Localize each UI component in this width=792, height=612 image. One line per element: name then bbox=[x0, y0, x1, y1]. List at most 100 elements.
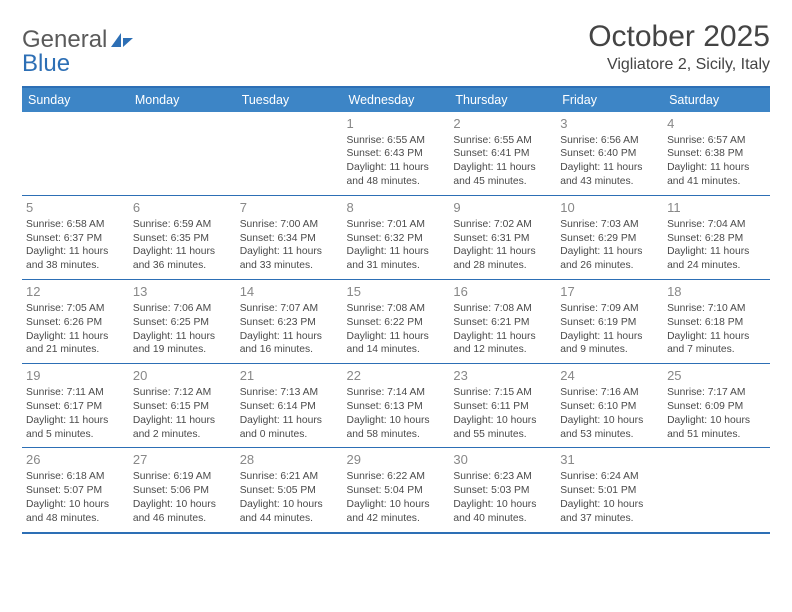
sunset-text: Sunset: 6:18 PM bbox=[667, 316, 766, 330]
calendar-day-cell: 3Sunrise: 6:56 AMSunset: 6:40 PMDaylight… bbox=[556, 112, 663, 196]
daylight-text: Daylight: 10 hours and 44 minutes. bbox=[240, 498, 339, 526]
day-details: Sunrise: 7:13 AMSunset: 6:14 PMDaylight:… bbox=[240, 386, 339, 442]
sunset-text: Sunset: 6:34 PM bbox=[240, 232, 339, 246]
sunrise-text: Sunrise: 7:12 AM bbox=[133, 386, 232, 400]
sunrise-text: Sunrise: 7:02 AM bbox=[453, 218, 552, 232]
daylight-text: Daylight: 11 hours and 0 minutes. bbox=[240, 414, 339, 442]
sunrise-text: Sunrise: 7:10 AM bbox=[667, 302, 766, 316]
sunset-text: Sunset: 6:15 PM bbox=[133, 400, 232, 414]
sunrise-text: Sunrise: 6:21 AM bbox=[240, 470, 339, 484]
day-details: Sunrise: 6:18 AMSunset: 5:07 PMDaylight:… bbox=[26, 470, 125, 526]
sunrise-text: Sunrise: 7:17 AM bbox=[667, 386, 766, 400]
daylight-text: Daylight: 11 hours and 48 minutes. bbox=[347, 161, 446, 189]
day-number: 18 bbox=[667, 283, 766, 301]
sunset-text: Sunset: 6:41 PM bbox=[453, 147, 552, 161]
sunset-text: Sunset: 6:22 PM bbox=[347, 316, 446, 330]
day-details: Sunrise: 7:09 AMSunset: 6:19 PMDaylight:… bbox=[560, 302, 659, 358]
day-details: Sunrise: 7:14 AMSunset: 6:13 PMDaylight:… bbox=[347, 386, 446, 442]
sunrise-text: Sunrise: 7:14 AM bbox=[347, 386, 446, 400]
day-details: Sunrise: 6:55 AMSunset: 6:41 PMDaylight:… bbox=[453, 134, 552, 190]
day-number: 23 bbox=[453, 367, 552, 385]
day-details: Sunrise: 6:22 AMSunset: 5:04 PMDaylight:… bbox=[347, 470, 446, 526]
calendar-day-cell: 27Sunrise: 6:19 AMSunset: 5:06 PMDayligh… bbox=[129, 448, 236, 532]
title-block: October 2025 Vigliatore 2, Sicily, Italy bbox=[588, 20, 770, 74]
location-text: Vigliatore 2, Sicily, Italy bbox=[588, 56, 770, 74]
sunset-text: Sunset: 6:11 PM bbox=[453, 400, 552, 414]
day-details: Sunrise: 7:08 AMSunset: 6:22 PMDaylight:… bbox=[347, 302, 446, 358]
day-details: Sunrise: 6:57 AMSunset: 6:38 PMDaylight:… bbox=[667, 134, 766, 190]
day-number: 19 bbox=[26, 367, 125, 385]
sunset-text: Sunset: 6:29 PM bbox=[560, 232, 659, 246]
day-details: Sunrise: 6:58 AMSunset: 6:37 PMDaylight:… bbox=[26, 218, 125, 274]
sunset-text: Sunset: 5:03 PM bbox=[453, 484, 552, 498]
day-number: 24 bbox=[560, 367, 659, 385]
daylight-text: Daylight: 11 hours and 2 minutes. bbox=[133, 414, 232, 442]
daylight-text: Daylight: 11 hours and 7 minutes. bbox=[667, 330, 766, 358]
day-number: 3 bbox=[560, 115, 659, 133]
daylight-text: Daylight: 11 hours and 9 minutes. bbox=[560, 330, 659, 358]
sunrise-text: Sunrise: 6:19 AM bbox=[133, 470, 232, 484]
day-details: Sunrise: 7:03 AMSunset: 6:29 PMDaylight:… bbox=[560, 218, 659, 274]
daylight-text: Daylight: 11 hours and 45 minutes. bbox=[453, 161, 552, 189]
day-number: 5 bbox=[26, 199, 125, 217]
day-number: 20 bbox=[133, 367, 232, 385]
sunrise-text: Sunrise: 7:04 AM bbox=[667, 218, 766, 232]
day-details: Sunrise: 6:56 AMSunset: 6:40 PMDaylight:… bbox=[560, 134, 659, 190]
calendar-day-cell: 12Sunrise: 7:05 AMSunset: 6:26 PMDayligh… bbox=[22, 280, 129, 364]
daylight-text: Daylight: 11 hours and 12 minutes. bbox=[453, 330, 552, 358]
day-number: 14 bbox=[240, 283, 339, 301]
calendar-week-row: 26Sunrise: 6:18 AMSunset: 5:07 PMDayligh… bbox=[22, 448, 770, 532]
brand-logo: GeneralBlue bbox=[22, 20, 135, 76]
sunset-text: Sunset: 6:17 PM bbox=[26, 400, 125, 414]
day-number: 17 bbox=[560, 283, 659, 301]
calendar-day-cell: 20Sunrise: 7:12 AMSunset: 6:15 PMDayligh… bbox=[129, 364, 236, 448]
day-header: Saturday bbox=[663, 88, 770, 112]
day-number: 8 bbox=[347, 199, 446, 217]
day-number: 1 bbox=[347, 115, 446, 133]
calendar-week-row: 1Sunrise: 6:55 AMSunset: 6:43 PMDaylight… bbox=[22, 112, 770, 196]
day-number: 22 bbox=[347, 367, 446, 385]
day-details: Sunrise: 7:01 AMSunset: 6:32 PMDaylight:… bbox=[347, 218, 446, 274]
sunrise-text: Sunrise: 6:24 AM bbox=[560, 470, 659, 484]
day-details: Sunrise: 6:55 AMSunset: 6:43 PMDaylight:… bbox=[347, 134, 446, 190]
sunrise-text: Sunrise: 6:55 AM bbox=[453, 134, 552, 148]
calendar-day-cell: 31Sunrise: 6:24 AMSunset: 5:01 PMDayligh… bbox=[556, 448, 663, 532]
day-number: 30 bbox=[453, 451, 552, 469]
sunset-text: Sunset: 6:32 PM bbox=[347, 232, 446, 246]
calendar-table: Sunday Monday Tuesday Wednesday Thursday… bbox=[22, 88, 770, 532]
day-details: Sunrise: 7:12 AMSunset: 6:15 PMDaylight:… bbox=[133, 386, 232, 442]
calendar-day-cell: 10Sunrise: 7:03 AMSunset: 6:29 PMDayligh… bbox=[556, 196, 663, 280]
day-header: Wednesday bbox=[343, 88, 450, 112]
day-details: Sunrise: 7:11 AMSunset: 6:17 PMDaylight:… bbox=[26, 386, 125, 442]
calendar-day-cell: 9Sunrise: 7:02 AMSunset: 6:31 PMDaylight… bbox=[449, 196, 556, 280]
day-details: Sunrise: 7:06 AMSunset: 6:25 PMDaylight:… bbox=[133, 302, 232, 358]
sunrise-text: Sunrise: 6:23 AM bbox=[453, 470, 552, 484]
calendar-day-cell: 8Sunrise: 7:01 AMSunset: 6:32 PMDaylight… bbox=[343, 196, 450, 280]
sunset-text: Sunset: 6:28 PM bbox=[667, 232, 766, 246]
sunset-text: Sunset: 6:23 PM bbox=[240, 316, 339, 330]
calendar-day-cell bbox=[129, 112, 236, 196]
sunrise-text: Sunrise: 7:01 AM bbox=[347, 218, 446, 232]
calendar-day-cell: 22Sunrise: 7:14 AMSunset: 6:13 PMDayligh… bbox=[343, 364, 450, 448]
calendar-day-cell: 7Sunrise: 7:00 AMSunset: 6:34 PMDaylight… bbox=[236, 196, 343, 280]
sunrise-text: Sunrise: 6:18 AM bbox=[26, 470, 125, 484]
daylight-text: Daylight: 11 hours and 36 minutes. bbox=[133, 245, 232, 273]
daylight-text: Daylight: 10 hours and 37 minutes. bbox=[560, 498, 659, 526]
daylight-text: Daylight: 11 hours and 28 minutes. bbox=[453, 245, 552, 273]
day-header: Thursday bbox=[449, 88, 556, 112]
daylight-text: Daylight: 11 hours and 19 minutes. bbox=[133, 330, 232, 358]
sunset-text: Sunset: 6:38 PM bbox=[667, 147, 766, 161]
sunset-text: Sunset: 6:09 PM bbox=[667, 400, 766, 414]
day-number: 13 bbox=[133, 283, 232, 301]
daylight-text: Daylight: 11 hours and 14 minutes. bbox=[347, 330, 446, 358]
day-details: Sunrise: 6:21 AMSunset: 5:05 PMDaylight:… bbox=[240, 470, 339, 526]
daylight-text: Daylight: 11 hours and 16 minutes. bbox=[240, 330, 339, 358]
day-details: Sunrise: 7:00 AMSunset: 6:34 PMDaylight:… bbox=[240, 218, 339, 274]
daylight-text: Daylight: 10 hours and 48 minutes. bbox=[26, 498, 125, 526]
sunset-text: Sunset: 6:19 PM bbox=[560, 316, 659, 330]
day-details: Sunrise: 6:24 AMSunset: 5:01 PMDaylight:… bbox=[560, 470, 659, 526]
sunrise-text: Sunrise: 7:08 AM bbox=[347, 302, 446, 316]
day-number: 15 bbox=[347, 283, 446, 301]
day-header: Friday bbox=[556, 88, 663, 112]
sunrise-text: Sunrise: 6:57 AM bbox=[667, 134, 766, 148]
